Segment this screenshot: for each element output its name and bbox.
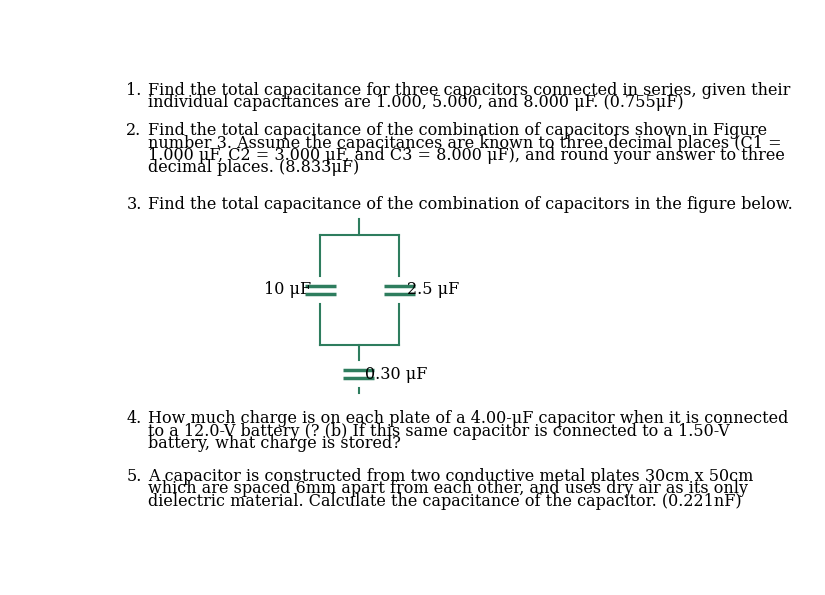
Text: 10 μF: 10 μF: [264, 281, 311, 298]
Text: How much charge is on each plate of a 4.00-μF capacitor when it is connected: How much charge is on each plate of a 4.…: [148, 410, 789, 427]
Text: Find the total capacitance of the combination of capacitors shown in Figure: Find the total capacitance of the combin…: [148, 122, 767, 139]
Text: Find the total capacitance for three capacitors connected in series, given their: Find the total capacitance for three cap…: [148, 82, 790, 99]
Text: 0.30 μF: 0.30 μF: [365, 365, 427, 383]
Text: battery, what charge is stored?: battery, what charge is stored?: [148, 435, 401, 452]
Text: 2.: 2.: [126, 122, 142, 139]
Text: 4.: 4.: [126, 410, 142, 427]
Text: 3.: 3.: [126, 196, 142, 213]
Text: which are spaced 6mm apart from each other, and uses dry air as its only: which are spaced 6mm apart from each oth…: [148, 480, 748, 497]
Text: 1.: 1.: [126, 82, 142, 99]
Text: A capacitor is constructed from two conductive metal plates 30cm x 50cm: A capacitor is constructed from two cond…: [148, 468, 753, 485]
Text: decimal places. (8.833μF): decimal places. (8.833μF): [148, 159, 360, 176]
Text: Find the total capacitance of the combination of capacitors in the figure below.: Find the total capacitance of the combin…: [148, 196, 793, 213]
Text: 1.000 μF, C2 = 3.000 μF, and C3 = 8.000 μF), and round your answer to three: 1.000 μF, C2 = 3.000 μF, and C3 = 8.000 …: [148, 147, 785, 164]
Text: 5.: 5.: [126, 468, 142, 485]
Text: number 3. Assume the capacitances are known to three decimal places (C1 =: number 3. Assume the capacitances are kn…: [148, 134, 782, 152]
Text: individual capacitances are 1.000, 5.000, and 8.000 μF. (0.755μF): individual capacitances are 1.000, 5.000…: [148, 95, 684, 111]
Text: 2.5 μF: 2.5 μF: [407, 281, 460, 298]
Text: to a 12.0-V battery (? (b) If this same capacitor is connected to a 1.50-V: to a 12.0-V battery (? (b) If this same …: [148, 422, 729, 440]
Text: dielectric material. Calculate the capacitance of the capacitor. (0.221nF): dielectric material. Calculate the capac…: [148, 493, 742, 509]
